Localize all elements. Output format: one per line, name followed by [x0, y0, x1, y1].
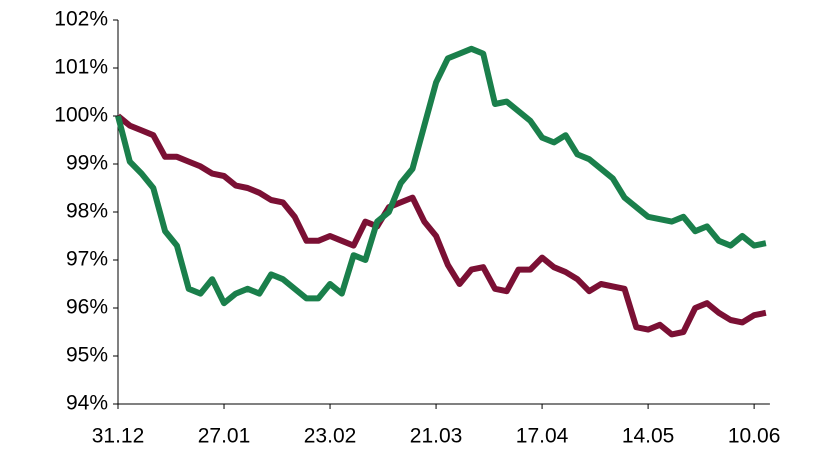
y-tick-label: 96%	[66, 296, 108, 319]
x-tick-label: 23.02	[304, 425, 357, 448]
y-tick-label: 101%	[54, 56, 108, 79]
y-tick-label: 100%	[54, 104, 108, 127]
x-tick-label: 17.04	[516, 425, 569, 448]
y-tick-label: 95%	[66, 344, 108, 367]
x-tick-label: 27.01	[198, 425, 251, 448]
x-tick-label: 14.05	[622, 425, 675, 448]
x-tick-label: 31.12	[92, 425, 145, 448]
x-tick-label: 21.03	[410, 425, 463, 448]
y-tick-label: 98%	[66, 200, 108, 223]
y-tick-label: 102%	[54, 8, 108, 31]
y-tick-label: 99%	[66, 152, 108, 175]
line-series	[115, 45, 767, 307]
line-series	[116, 113, 767, 338]
y-tick-label: 97%	[66, 248, 108, 271]
y-tick-label: 94%	[66, 392, 108, 415]
x-tick-label: 10.06	[728, 425, 781, 448]
